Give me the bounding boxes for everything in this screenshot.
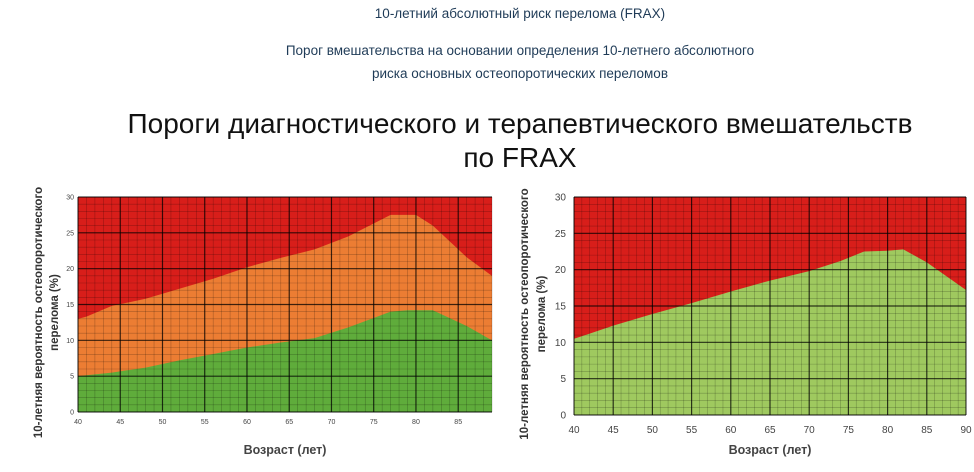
chart1-xtick-label: 60 <box>243 419 251 426</box>
chart1-xtick-label: 75 <box>370 419 378 426</box>
chart2-xtick-label: 70 <box>804 425 816 436</box>
chart2-xtick-label: 75 <box>843 425 855 436</box>
chart1-ylabel-line2: перелома (%) <box>49 274 61 351</box>
chart2-ytick-label: 5 <box>560 374 566 385</box>
chart1-area-3 <box>78 310 492 412</box>
chart2-xtick-label: 45 <box>608 425 620 436</box>
chart2-xtick-label: 60 <box>725 425 737 436</box>
chart2-xtick-label: 85 <box>921 425 933 436</box>
chart1-xtick-label: 50 <box>159 419 167 426</box>
chart1-xtick-label: 65 <box>285 419 293 426</box>
chart2-xtick-label: 40 <box>568 425 580 436</box>
header-subtitle-line2: риска основных остеопоротических перелом… <box>371 66 668 81</box>
chart2-ytick-label: 0 <box>560 411 566 422</box>
chart1-xtick-label: 70 <box>328 419 336 426</box>
chart2-xlabel: Возраст (лет) <box>729 443 812 457</box>
chart1-xtick-label: 85 <box>454 419 462 426</box>
header-subtitle-line1: Порог вмешательства на основании определ… <box>285 43 755 58</box>
chart2-xtick-label: 80 <box>882 425 894 436</box>
chart2-ytick-label: 15 <box>555 302 567 313</box>
chart1-xtick-label: 40 <box>74 419 82 426</box>
chart2-ylabel-line2: перелома (%) <box>536 276 548 353</box>
chart1-xtick-label: 45 <box>116 419 124 426</box>
chart1-ytick-label: 30 <box>66 194 74 201</box>
slide-title-line1: Пороги диагностического и терапевтическо… <box>127 108 913 139</box>
chart1-ytick-label: 15 <box>66 302 74 309</box>
header-title: 10-летний абсолютный риск перелома (FRAX… <box>374 6 666 21</box>
chart-2: 0 5 10 15 20 25 30 40 45 50 55 60 65 70 75 80 85 90 10-лет… <box>519 188 972 457</box>
chart1-ytick-label: 20 <box>66 266 74 273</box>
chart1-ytick-label: 5 <box>70 374 74 381</box>
chart1-ytick-label: 10 <box>66 338 74 345</box>
chart1-ylabel-line1: 10-летняя вероятность остеопоротического <box>33 187 45 438</box>
chart1-xtick-label: 55 <box>201 419 209 426</box>
chart2-ylabel-line1: 10-летняя вероятность остеопоротического <box>519 188 531 439</box>
chart2-ytick-label: 25 <box>555 229 567 240</box>
chart1-ytick-label: 0 <box>70 409 74 416</box>
chart2-ytick-label: 10 <box>555 338 567 349</box>
chart2-xtick-label: 65 <box>764 425 776 436</box>
chart1-xtick-label: 80 <box>412 419 420 426</box>
chart1-ytick-label: 25 <box>66 230 74 237</box>
chart2-ytick-label: 30 <box>555 193 567 204</box>
chart2-xtick-label: 90 <box>960 425 972 436</box>
chart2-ytick-label: 20 <box>555 265 567 276</box>
chart2-xtick-label: 55 <box>686 425 698 436</box>
slide-title-line2: по FRAX <box>463 142 577 173</box>
chart2-xtick-label: 50 <box>647 425 659 436</box>
chart-1: 0 5 10 15 20 25 30 40 45 50 55 60 65 70 75 80 85 10-летня… <box>33 187 493 457</box>
chart1-xlabel: Возраст (лет) <box>244 443 327 457</box>
